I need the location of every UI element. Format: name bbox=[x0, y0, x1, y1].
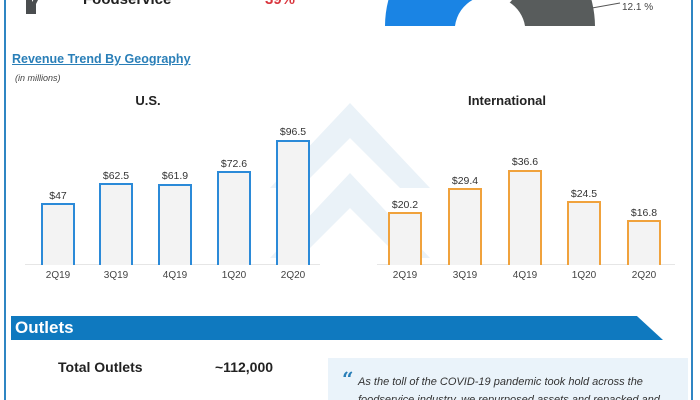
intl-xtick: 4Q19 bbox=[512, 270, 538, 281]
us-xtick: 1Q20 bbox=[221, 270, 247, 281]
intl-bar-1q20 bbox=[567, 201, 601, 265]
donut-slice-label: 12.1 % bbox=[622, 2, 654, 13]
intl-bar-2q20 bbox=[627, 220, 661, 265]
us-chart-title: U.S. bbox=[135, 93, 161, 108]
segment-percent: 39% bbox=[265, 0, 295, 8]
donut-leader-line bbox=[592, 2, 621, 9]
intl-bar-4q19 bbox=[508, 170, 542, 265]
section-title[interactable]: Revenue Trend By Geography bbox=[12, 52, 191, 66]
quote-text: As the toll of the COVID-19 pandemic too… bbox=[358, 376, 660, 400]
intl-value-1q20: $24.5 bbox=[570, 188, 598, 200]
us-value-2q20: $96.5 bbox=[279, 126, 307, 138]
intl-chart-title: International bbox=[467, 93, 546, 108]
intl-xtick: 2Q20 bbox=[631, 270, 657, 281]
us-bar-3q19 bbox=[99, 183, 133, 265]
us-value-1q20: $72.6 bbox=[220, 158, 248, 170]
total-outlets-value: ~112,000 bbox=[215, 359, 274, 375]
quote-icon: “ bbox=[342, 367, 354, 391]
intl-value-2q19: $20.2 bbox=[391, 199, 419, 211]
foodservice-icon bbox=[26, 0, 38, 14]
total-outlets-label: Total Outlets bbox=[58, 359, 143, 375]
intl-xtick: 2Q19 bbox=[392, 270, 418, 281]
intl-value-4q19: $36.6 bbox=[511, 156, 539, 168]
us-xtick: 4Q19 bbox=[162, 270, 188, 281]
us-xtick: 2Q19 bbox=[45, 270, 71, 281]
left-border bbox=[4, 0, 6, 400]
intl-value-3q19: $29.4 bbox=[451, 175, 479, 187]
intl-value-2q20: $16.8 bbox=[630, 207, 658, 219]
us-bar-1q20 bbox=[217, 171, 251, 265]
us-bar-2q19 bbox=[41, 203, 75, 265]
us-value-4q19: $61.9 bbox=[161, 170, 189, 182]
intl-bar-2q19 bbox=[388, 212, 422, 265]
section-subtitle: (in millions) bbox=[15, 73, 61, 83]
right-border bbox=[691, 0, 693, 400]
segment-label: Foodservice bbox=[83, 0, 171, 8]
intl-bar-3q19 bbox=[448, 188, 482, 265]
us-value-3q19: $62.5 bbox=[102, 170, 130, 182]
outlets-heading: Outlets bbox=[15, 318, 74, 337]
us-xtick: 2Q20 bbox=[280, 270, 306, 281]
quote-box bbox=[328, 358, 688, 400]
intl-xtick: 1Q20 bbox=[571, 270, 597, 281]
us-value-2q19: $47 bbox=[49, 190, 67, 202]
us-bar-4q19 bbox=[158, 184, 192, 265]
donut-chart bbox=[385, 0, 595, 26]
us-bar-2q20 bbox=[276, 140, 310, 265]
intl-xtick: 3Q19 bbox=[452, 270, 478, 281]
outlets-banner bbox=[11, 316, 663, 340]
us-xtick: 3Q19 bbox=[103, 270, 129, 281]
